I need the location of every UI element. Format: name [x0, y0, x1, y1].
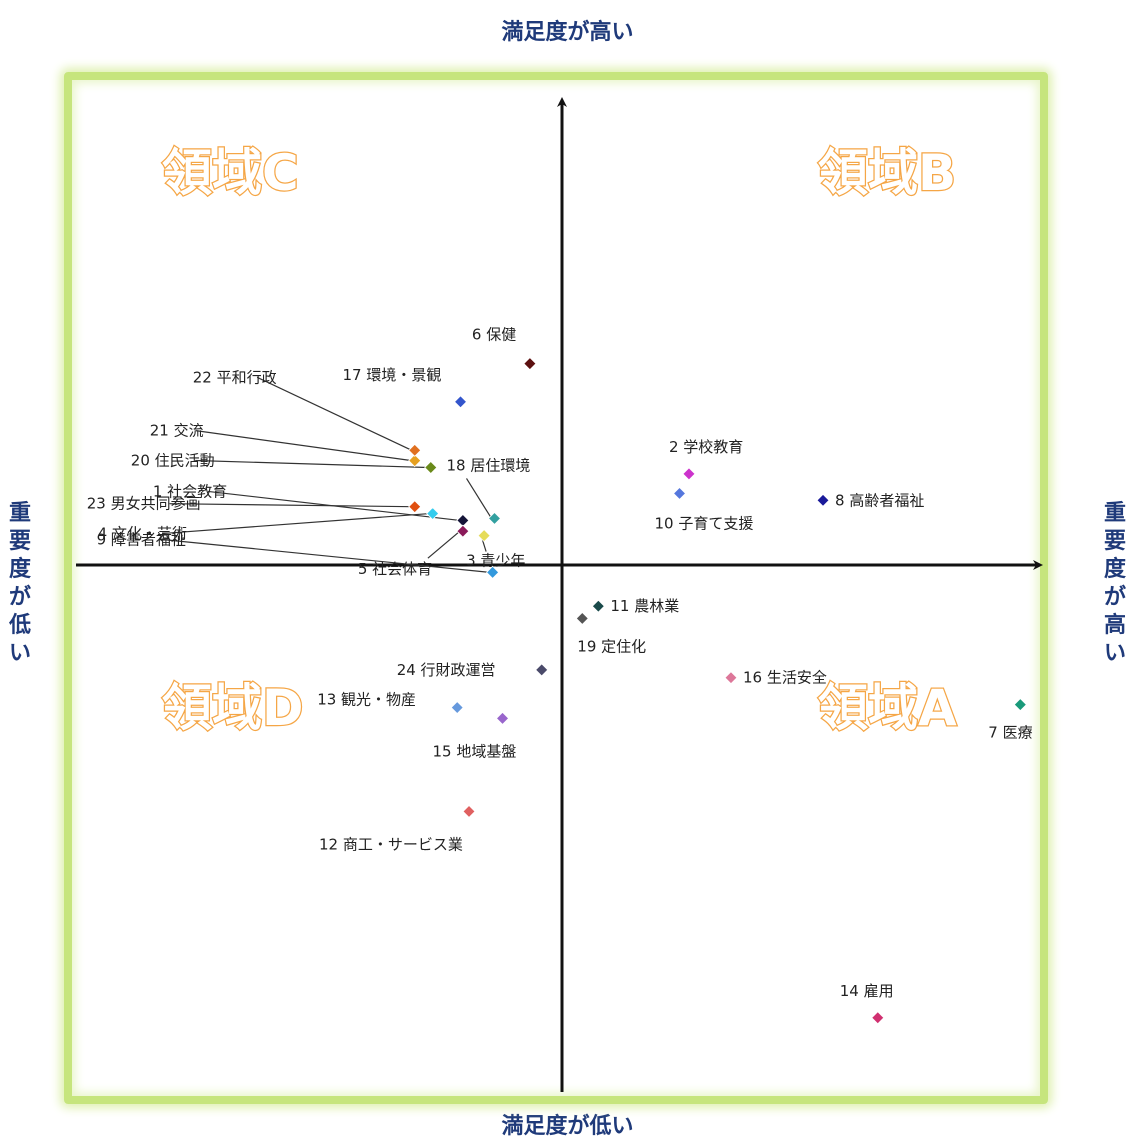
- point-marker-5: [456, 524, 470, 538]
- data-point-15: 15 地域基盤: [433, 711, 517, 760]
- point-marker-12: [462, 804, 476, 819]
- point-marker-8: [816, 493, 830, 507]
- region-c-label: 領域C: [162, 144, 299, 202]
- point-label-24: 24 行財政運営: [397, 661, 496, 679]
- data-point-24: 24 行財政運営: [397, 661, 549, 679]
- leader-line-4: [162, 512, 430, 535]
- region-b-label: 領域B: [818, 144, 956, 202]
- x-axis-low-label: 重要度が低い: [8, 501, 31, 666]
- data-point-22: 22 平和行政: [193, 368, 422, 457]
- leader-line-23: [169, 503, 412, 508]
- data-point-5: 5 社会体育: [358, 524, 470, 578]
- y-axis-low-label: 満足度が低い: [501, 1114, 634, 1139]
- data-point-2: 2 学校教育: [669, 438, 743, 481]
- point-marker-1: [456, 513, 470, 527]
- data-point-21: 21 交流: [150, 422, 422, 468]
- data-point-17: 17 環境・景観: [343, 366, 468, 409]
- data-point-8: 8 高齢者福祉: [816, 491, 924, 509]
- point-label-16: 16 生活安全: [743, 669, 827, 687]
- point-label-19: 19 定住化: [577, 637, 646, 655]
- region-a-label: 領域A: [818, 679, 957, 737]
- leader-line-22: [256, 376, 412, 451]
- data-point-6: 6 保健: [472, 326, 537, 371]
- point-label-13: 13 観光・物産: [317, 691, 416, 709]
- point-marker-21: [408, 454, 422, 468]
- point-marker-20: [424, 460, 438, 475]
- point-marker-14: [871, 1011, 885, 1025]
- point-marker-11: [591, 599, 605, 613]
- data-point-23: 23 男女共同参画: [87, 495, 422, 514]
- point-label-23: 23 男女共同参画: [87, 495, 201, 513]
- point-marker-6: [523, 357, 537, 371]
- point-label-1: 1 社会教育: [153, 482, 227, 500]
- data-point-16: 16 生活安全: [724, 669, 827, 687]
- point-label-10: 10 子育て支援: [655, 514, 754, 532]
- point-label-18: 18 居住環境: [447, 456, 531, 474]
- point-marker-17: [453, 395, 468, 409]
- x-axis-high-label: 重要度が高い: [1103, 501, 1126, 666]
- point-label-14: 14 雇用: [840, 982, 894, 1000]
- leader-line-20: [195, 459, 428, 469]
- data-point-18: 18 居住環境: [447, 456, 531, 526]
- point-marker-9: [486, 565, 500, 579]
- point-marker-19: [575, 611, 589, 625]
- point-label-15: 15 地域基盤: [433, 742, 517, 760]
- point-label-3: 3 青少年: [466, 552, 525, 570]
- point-label-17: 17 環境・景観: [343, 366, 442, 384]
- point-label-9: 9 障害者福祉: [97, 530, 186, 548]
- leader-line-18: [465, 478, 493, 519]
- point-label-7: 7 医療: [988, 724, 1032, 742]
- point-label-20: 20 住民活動: [131, 451, 215, 469]
- point-marker-3: [477, 529, 491, 543]
- point-label-2: 2 学校教育: [669, 438, 743, 456]
- point-label-22: 22 平和行政: [193, 368, 277, 386]
- point-marker-7: [1013, 698, 1027, 712]
- point-marker-23: [408, 500, 422, 514]
- data-point-14: 14 雇用: [840, 982, 894, 1025]
- point-label-12: 12 商工・サービス業: [319, 835, 463, 853]
- data-point-10: 10 子育て支援: [655, 486, 754, 532]
- point-label-8: 8 高齢者福祉: [835, 491, 924, 509]
- point-label-4: 4 文化・芸術: [98, 525, 187, 543]
- data-point-7: 7 医療: [988, 698, 1033, 742]
- y-axis-high-label: 満足度が高い: [501, 20, 634, 45]
- data-point-13: 13 観光・物産: [317, 691, 464, 715]
- data-point-11: 11 農林業: [591, 597, 679, 615]
- chart-frame: [64, 72, 1048, 1104]
- point-marker-10: [672, 486, 687, 501]
- point-marker-2: [682, 467, 696, 481]
- leader-line-21: [195, 430, 412, 462]
- point-marker-24: [535, 663, 549, 677]
- leader-line-5: [427, 530, 461, 559]
- region-d-label: 領域D: [162, 679, 304, 737]
- data-point-19: 19 定住化: [575, 611, 646, 655]
- point-marker-16: [724, 671, 738, 685]
- leader-line-9: [160, 538, 490, 573]
- points-layer: 1 社会教育 2 学校教育 3 青少年 4 文化・芸術 5 社会体育 6 保健 7 医療 8 …: [87, 326, 1033, 1025]
- point-marker-15: [495, 711, 510, 725]
- point-label-6: 6 保健: [472, 326, 516, 344]
- point-marker-4: [426, 506, 440, 521]
- point-label-21: 21 交流: [150, 422, 204, 440]
- data-point-3: 3 青少年: [466, 529, 525, 570]
- data-point-4: 4 文化・芸術: [98, 506, 440, 543]
- point-marker-22: [408, 443, 422, 457]
- data-point-9: 9 障害者福祉: [97, 530, 500, 579]
- point-marker-13: [450, 701, 464, 715]
- data-point-20: 20 住民活動: [131, 451, 438, 475]
- point-label-11: 11 農林業: [610, 597, 679, 615]
- data-point-12: 12 商工・サービス業: [319, 804, 476, 853]
- point-marker-18: [487, 511, 502, 526]
